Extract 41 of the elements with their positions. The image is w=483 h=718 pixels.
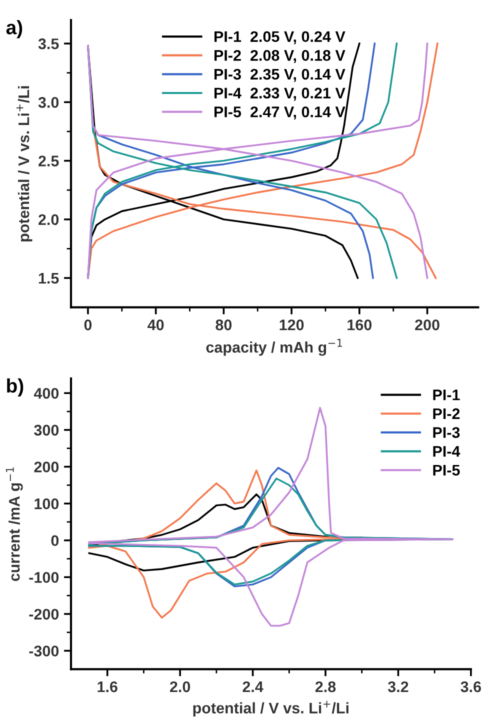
y-tick-label: -200 bbox=[29, 608, 59, 620]
x-tick-label: 200 bbox=[415, 320, 440, 330]
legend-label: PI-1 bbox=[433, 390, 460, 400]
y-tick-label: 1.5 bbox=[38, 273, 59, 284]
x-tick-label: 160 bbox=[348, 320, 372, 330]
x-tick-label: 2.0 bbox=[170, 681, 190, 692]
legend-label: PI-3 bbox=[433, 427, 460, 438]
y-tick-label: 3.5 bbox=[38, 38, 59, 50]
y-tick-label: 400 bbox=[34, 388, 59, 399]
y-axis-title: potential / V vs. Li$^{+}$/Li bbox=[16, 86, 32, 242]
x-axis-title: potential / V vs. Li$^{+}$/Li bbox=[193, 700, 348, 717]
x-tick-label: 80 bbox=[216, 320, 232, 330]
x-axis-title: capacity / mAh g$^{−1}$ bbox=[206, 338, 342, 356]
y-tick-label: 3.0 bbox=[38, 97, 59, 108]
x-tick-label: 40 bbox=[148, 320, 164, 330]
chart-title: a) bbox=[6, 20, 22, 38]
legend-label: PI-4 2.33 V, 0.21 V bbox=[214, 88, 346, 101]
x-tick-label: 3.6 bbox=[460, 681, 481, 692]
y-tick-label: 2.0 bbox=[38, 214, 59, 226]
chart-title: b) bbox=[7, 378, 24, 397]
x-tick-label: 1.6 bbox=[98, 681, 118, 692]
x-tick-label: 0 bbox=[84, 320, 92, 330]
legend-label: PI-2 2.08 V, 0.18 V bbox=[214, 50, 346, 64]
legend-label: PI-2 bbox=[433, 408, 460, 419]
legend-label: PI-5 2.47 V, 0.14 V bbox=[214, 106, 346, 120]
y-tick-label: 0 bbox=[51, 535, 59, 546]
y-tick-label: -100 bbox=[29, 572, 59, 583]
legend-label: PI-1 2.05 V, 0.24 V bbox=[214, 31, 346, 44]
x-tick-label: 2.8 bbox=[315, 681, 336, 692]
x-tick-label: 120 bbox=[280, 320, 304, 330]
y-axis-title: current /mA g$^{−1}$ bbox=[6, 467, 23, 582]
y-tick-label: 300 bbox=[34, 424, 59, 436]
legend-label: PI-3 2.35 V, 0.14 V bbox=[214, 68, 346, 82]
y-tick-label: 200 bbox=[34, 462, 59, 472]
x-tick-label: 2.4 bbox=[242, 681, 264, 692]
y-tick-label: 2.5 bbox=[38, 156, 59, 166]
legend-label: PI-5 bbox=[433, 464, 460, 476]
x-tick-label: 3.2 bbox=[388, 681, 408, 692]
y-tick-label: 100 bbox=[34, 498, 59, 510]
y-tick-label: -300 bbox=[29, 646, 59, 656]
legend-label: PI-4 bbox=[433, 446, 460, 457]
